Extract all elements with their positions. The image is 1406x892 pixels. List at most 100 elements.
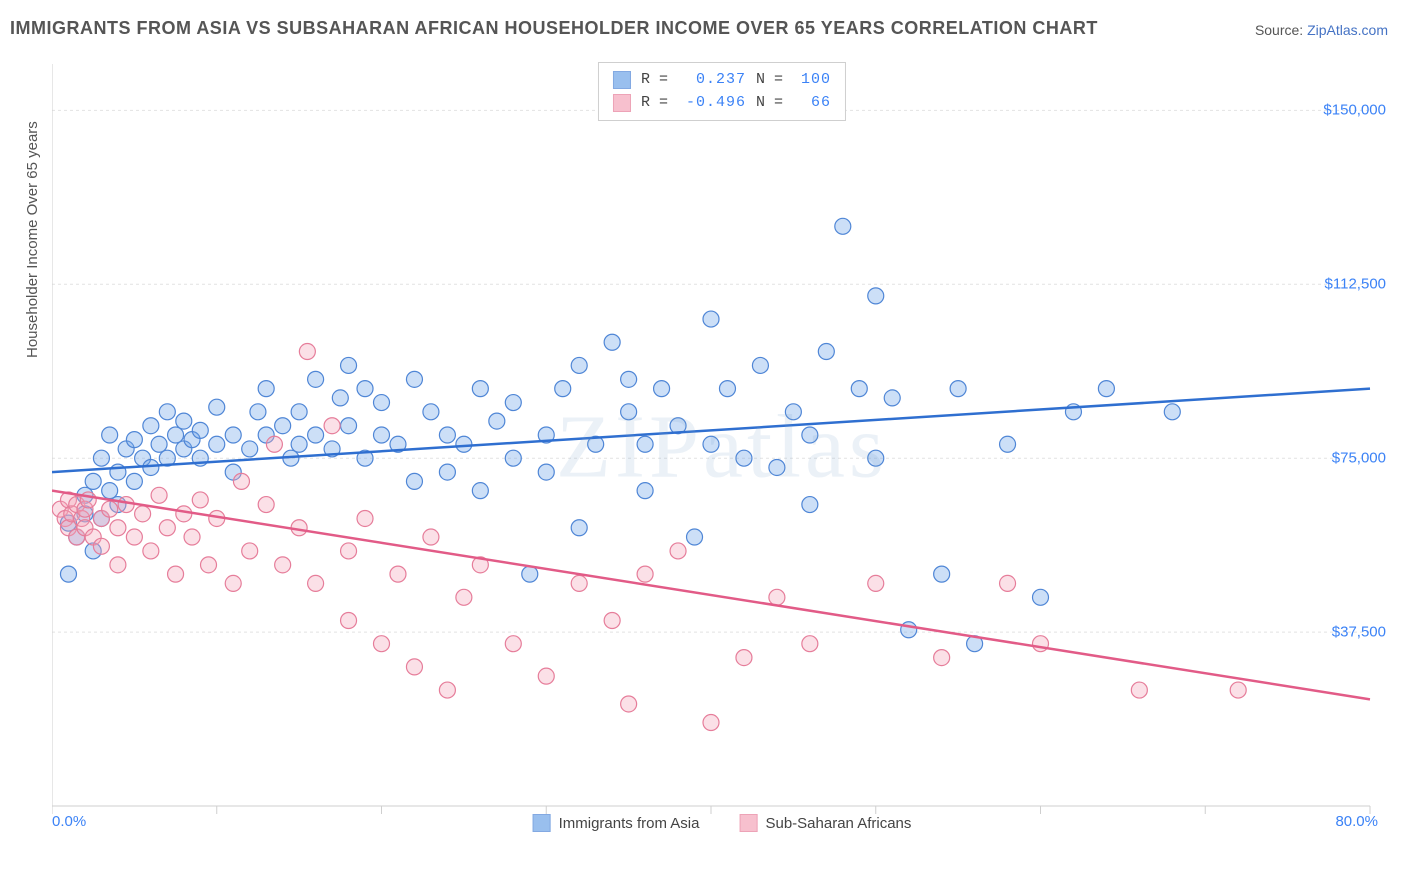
data-point — [439, 682, 455, 698]
scatter-plot — [52, 58, 1392, 836]
data-point — [736, 450, 752, 466]
data-point — [785, 404, 801, 420]
data-point — [184, 529, 200, 545]
data-point — [159, 404, 175, 420]
data-point — [505, 636, 521, 652]
data-point — [621, 404, 637, 420]
data-point — [299, 344, 315, 360]
data-point — [868, 575, 884, 591]
n-value: 66 — [793, 92, 831, 115]
series-swatch — [613, 94, 631, 112]
y-tick-label: $150,000 — [1323, 102, 1386, 119]
data-point — [118, 497, 134, 513]
correlation-stats-box: R = 0.237 N = 100 R = -0.496 N = 66 — [598, 62, 846, 121]
data-point — [209, 399, 225, 415]
data-point — [110, 557, 126, 573]
data-point — [604, 334, 620, 350]
data-point — [291, 404, 307, 420]
data-point — [357, 381, 373, 397]
x-axis-end-label: 80.0% — [1335, 813, 1378, 830]
r-value: 0.237 — [678, 69, 746, 92]
data-point — [818, 344, 834, 360]
data-point — [522, 566, 538, 582]
data-point — [60, 566, 76, 582]
data-point — [1230, 682, 1246, 698]
data-point — [390, 566, 406, 582]
data-point — [102, 427, 118, 443]
data-point — [374, 395, 390, 411]
data-point — [143, 418, 159, 434]
data-point — [571, 575, 587, 591]
data-point — [192, 492, 208, 508]
data-point — [835, 218, 851, 234]
data-point — [192, 422, 208, 438]
data-point — [1000, 436, 1016, 452]
data-point — [456, 436, 472, 452]
data-point — [406, 659, 422, 675]
y-axis-label: Householder Income Over 65 years — [24, 121, 41, 358]
n-value: 100 — [793, 69, 831, 92]
data-point — [374, 636, 390, 652]
legend-label: Sub-Saharan Africans — [765, 815, 911, 832]
data-point — [802, 427, 818, 443]
legend-item: Sub-Saharan Africans — [739, 814, 911, 832]
data-point — [225, 427, 241, 443]
data-point — [209, 436, 225, 452]
data-point — [719, 381, 735, 397]
data-point — [802, 636, 818, 652]
data-point — [687, 529, 703, 545]
data-point — [703, 436, 719, 452]
source-label: Source: — [1255, 22, 1307, 38]
data-point — [291, 436, 307, 452]
data-point — [357, 510, 373, 526]
data-point — [439, 464, 455, 480]
data-point — [621, 371, 637, 387]
stats-row: R = 0.237 N = 100 — [613, 69, 831, 92]
data-point — [1000, 575, 1016, 591]
data-point — [472, 381, 488, 397]
data-point — [621, 696, 637, 712]
data-point — [884, 390, 900, 406]
data-point — [423, 529, 439, 545]
data-point — [135, 506, 151, 522]
data-point — [934, 650, 950, 666]
data-point — [93, 538, 109, 554]
data-point — [637, 566, 653, 582]
data-point — [851, 381, 867, 397]
data-point — [332, 390, 348, 406]
data-point — [168, 427, 184, 443]
data-point — [126, 529, 142, 545]
data-point — [703, 311, 719, 327]
data-point — [505, 450, 521, 466]
data-point — [769, 589, 785, 605]
legend-swatch — [739, 814, 757, 832]
source-attribution: Source: ZipAtlas.com — [1255, 22, 1388, 38]
data-point — [802, 497, 818, 513]
y-tick-label: $75,000 — [1332, 450, 1386, 467]
data-point — [604, 613, 620, 629]
data-point — [143, 543, 159, 559]
data-point — [308, 575, 324, 591]
n-label: N = — [756, 92, 783, 115]
data-point — [242, 441, 258, 457]
data-point — [266, 436, 282, 452]
source-link[interactable]: ZipAtlas.com — [1307, 22, 1388, 38]
data-point — [950, 381, 966, 397]
data-point — [406, 371, 422, 387]
data-point — [538, 668, 554, 684]
data-point — [126, 473, 142, 489]
data-point — [752, 357, 768, 373]
data-point — [1098, 381, 1114, 397]
data-point — [250, 404, 266, 420]
data-point — [505, 395, 521, 411]
data-point — [868, 450, 884, 466]
data-point — [258, 381, 274, 397]
data-point — [258, 497, 274, 513]
data-point — [423, 404, 439, 420]
data-point — [159, 520, 175, 536]
data-point — [736, 650, 752, 666]
data-point — [168, 566, 184, 582]
data-point — [555, 381, 571, 397]
series-swatch — [613, 71, 631, 89]
data-point — [275, 418, 291, 434]
